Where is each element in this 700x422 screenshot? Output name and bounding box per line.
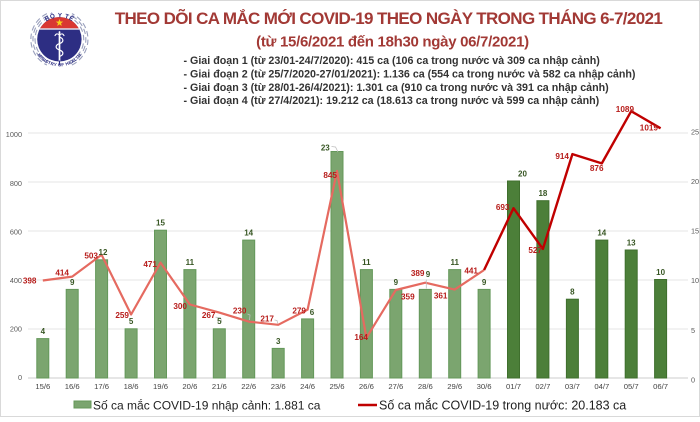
svg-text:398: 398 [23, 276, 37, 285]
svg-text:0: 0 [18, 373, 22, 382]
svg-text:02/7: 02/7 [535, 382, 550, 391]
svg-text:25/6: 25/6 [330, 382, 345, 391]
svg-text:18: 18 [538, 189, 547, 198]
svg-text:9: 9 [426, 270, 431, 279]
svg-text:23: 23 [321, 144, 330, 153]
svg-text:279: 279 [292, 306, 306, 315]
svg-text:30/6: 30/6 [477, 382, 492, 391]
svg-text:4: 4 [41, 327, 46, 336]
svg-text:15/6: 15/6 [35, 382, 50, 391]
svg-text:217: 217 [260, 315, 274, 324]
svg-text:18/6: 18/6 [124, 382, 139, 391]
svg-text:9: 9 [70, 278, 75, 287]
svg-text:- Giai đoạn 2 (từ 25/7/2020-27: - Giai đoạn 2 (từ 25/7/2020-27/01/2021):… [184, 68, 636, 80]
svg-text:15: 15 [156, 219, 165, 228]
svg-text:361: 361 [434, 292, 448, 301]
svg-text:- Giai đoạn 1 (từ 23/01-24/7/2: - Giai đoạn 1 (từ 23/01-24/7/2020): 415 … [184, 55, 601, 67]
svg-text:300: 300 [173, 302, 187, 311]
svg-text:10: 10 [656, 268, 665, 277]
svg-text:200: 200 [10, 325, 22, 334]
svg-text:414: 414 [55, 268, 69, 277]
svg-text:06/7: 06/7 [653, 382, 668, 391]
svg-text:230: 230 [233, 306, 247, 315]
svg-text:11: 11 [362, 258, 371, 267]
svg-text:0: 0 [691, 375, 695, 384]
svg-text:471: 471 [143, 260, 157, 269]
svg-text:Số ca mắc COVID-19 nhập cảnh:: Số ca mắc COVID-19 nhập cảnh: 1.881 ca [93, 398, 321, 413]
svg-text:693: 693 [496, 203, 510, 212]
svg-text:Số ca mắc COVID-19 trong nước:: Số ca mắc COVID-19 trong nước: 20.183 ca [379, 398, 626, 413]
svg-text:1019: 1019 [640, 123, 659, 132]
svg-text:THEO DÕI CA MẮC MỚI COVID-19 T: THEO DÕI CA MẮC MỚI COVID-19 THEO NGÀY T… [115, 8, 663, 28]
svg-text:12: 12 [99, 248, 108, 257]
svg-text:17/6: 17/6 [94, 382, 109, 391]
svg-text:8: 8 [570, 288, 575, 297]
svg-text:04/7: 04/7 [594, 382, 609, 391]
svg-text:03/7: 03/7 [565, 382, 580, 391]
svg-text:16/6: 16/6 [65, 382, 80, 391]
svg-text:15: 15 [691, 227, 699, 236]
svg-text:13: 13 [627, 238, 636, 247]
svg-text:22/6: 22/6 [241, 382, 256, 391]
svg-text:6: 6 [310, 308, 315, 317]
svg-text:800: 800 [10, 179, 22, 188]
svg-text:24/6: 24/6 [300, 382, 315, 391]
svg-text:21/6: 21/6 [212, 382, 227, 391]
svg-text:845: 845 [323, 171, 337, 180]
svg-text:26/6: 26/6 [359, 382, 374, 391]
svg-text:267: 267 [202, 311, 216, 320]
svg-text:20: 20 [691, 177, 699, 186]
svg-text:503: 503 [84, 251, 98, 260]
svg-text:11: 11 [450, 258, 459, 267]
svg-text:1000: 1000 [6, 130, 22, 139]
svg-text:BỘ Y TẾ: BỘ Y TẾ [44, 11, 77, 23]
svg-text:11: 11 [186, 258, 195, 267]
svg-text:25: 25 [691, 127, 699, 136]
svg-text:10: 10 [691, 276, 699, 285]
svg-text:441: 441 [464, 266, 478, 275]
svg-text:05/7: 05/7 [624, 382, 639, 391]
svg-text:20/6: 20/6 [182, 382, 197, 391]
svg-text:3: 3 [276, 337, 281, 346]
svg-text:600: 600 [10, 227, 22, 236]
svg-text:5: 5 [691, 326, 695, 335]
svg-text:5: 5 [217, 317, 222, 326]
svg-text:876: 876 [590, 164, 604, 173]
svg-text:- Giai đoạn 4 (từ 27/4/2021):: - Giai đoạn 4 (từ 27/4/2021): 19.212 ca … [184, 95, 600, 107]
svg-text:914: 914 [555, 152, 569, 161]
svg-text:164: 164 [354, 333, 368, 342]
svg-text:359: 359 [401, 292, 415, 301]
svg-text:14: 14 [597, 229, 606, 238]
svg-text:29/6: 29/6 [447, 382, 462, 391]
svg-text:27/6: 27/6 [388, 382, 403, 391]
svg-text:389: 389 [411, 269, 425, 278]
svg-text:28/6: 28/6 [418, 382, 433, 391]
svg-text:20: 20 [518, 169, 527, 178]
svg-text:259: 259 [115, 311, 129, 320]
svg-text:23/6: 23/6 [271, 382, 286, 391]
svg-text:14: 14 [244, 229, 253, 238]
svg-text:9: 9 [394, 278, 399, 287]
svg-text:19/6: 19/6 [153, 382, 168, 391]
svg-text:- Giai đoạn 3 (từ 28/01-26/4/2: - Giai đoạn 3 (từ 28/01-26/4/2021): 1.30… [184, 82, 610, 94]
svg-text:9: 9 [482, 278, 487, 287]
svg-text:01/7: 01/7 [506, 382, 521, 391]
svg-text:527: 527 [528, 246, 542, 255]
svg-text:5: 5 [129, 317, 134, 326]
svg-text:(từ 15/6/2021 đến 18h30 ngày 0: (từ 15/6/2021 đến 18h30 ngày 06/7/2021) [256, 34, 529, 51]
svg-text:1089: 1089 [616, 105, 635, 114]
svg-text:400: 400 [10, 276, 22, 285]
